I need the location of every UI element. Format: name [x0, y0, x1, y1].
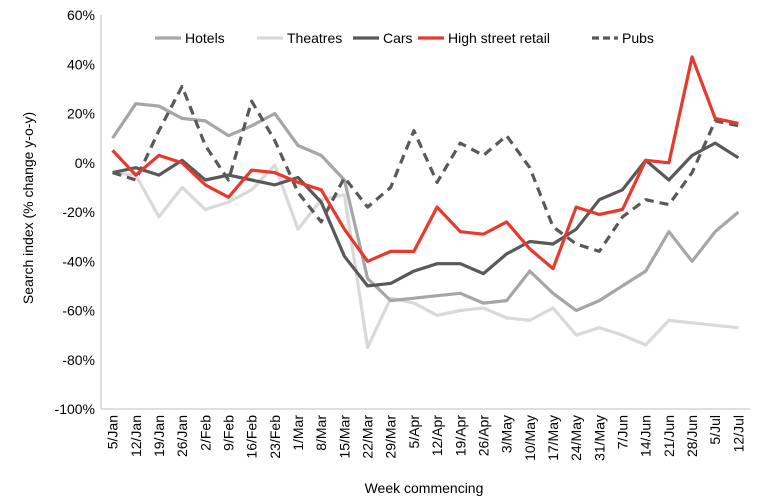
series-line-pubs — [112, 84, 739, 253]
y-tick-label: -60% — [62, 303, 95, 319]
y-tick-label: 40% — [67, 56, 95, 72]
series-line-hotels — [111, 102, 740, 313]
legend-label-theatres: Theatres — [287, 30, 342, 46]
y-tick-label: 20% — [67, 106, 95, 122]
y-tick-label: -80% — [62, 352, 95, 368]
x-tick-label: 5/Apr — [406, 415, 422, 449]
series-line-theatres — [112, 163, 739, 349]
legend-label-high-street-retail: High street retail — [448, 30, 550, 46]
x-tick-label: 15/Mar — [336, 415, 352, 459]
x-tick-label: 24/May — [568, 415, 584, 461]
legend-label-pubs: Pubs — [622, 30, 654, 46]
x-tick-label: 12/Apr — [429, 415, 445, 457]
x-tick-label: 19/Apr — [452, 415, 468, 457]
y-axis-label: Search index (% change y-o-y) — [20, 112, 36, 304]
x-tick-label: 10/May — [522, 415, 538, 461]
x-tick-label: 12/Jul — [730, 415, 746, 452]
series-line-high-street-retail — [111, 55, 739, 271]
x-tick-label: 26/Jan — [174, 415, 190, 457]
x-tick-label: 29/Mar — [383, 415, 399, 459]
x-tick-label: 5/Jan — [105, 415, 121, 449]
legend: Hotels Theatres Cars High street retail Pubs — [155, 30, 654, 46]
y-tick-label: -20% — [62, 204, 95, 220]
legend-label-cars: Cars — [383, 30, 413, 46]
x-tick-label: 2/Feb — [197, 415, 213, 451]
x-tick-label: 23/Feb — [267, 415, 283, 459]
y-tick-label: -100% — [55, 401, 95, 417]
x-tick-label: 16/Feb — [244, 415, 260, 459]
x-tick-label: 5/Jul — [707, 415, 723, 445]
x-tick-label: 22/Mar — [360, 415, 376, 459]
x-tick-label: 7/Jun — [615, 415, 631, 449]
series-line-cars — [112, 141, 740, 288]
y-tick-label: 60% — [67, 7, 95, 23]
x-axis: 5/Jan 12/Jan 19/Jan 26/Jan 2/Feb 9/Feb 16/Feb 2… — [101, 408, 750, 461]
x-axis-label: Week commencing — [365, 480, 484, 496]
x-tick-label: 12/Jan — [128, 415, 144, 457]
x-tick-label: 17/May — [545, 415, 561, 461]
legend-label-hotels: Hotels — [185, 30, 225, 46]
y-tick-label: -40% — [62, 253, 95, 269]
x-tick-label: 28/Jun — [684, 415, 700, 457]
x-tick-label: 1/Mar — [290, 415, 306, 451]
x-tick-label: 19/Jan — [151, 415, 167, 457]
x-tick-label: 14/Jun — [638, 415, 654, 457]
x-tick-label: 8/Mar — [313, 415, 329, 451]
x-tick-label: 9/Feb — [220, 415, 236, 451]
y-tick-label: 0% — [75, 155, 95, 171]
x-tick-label: 26/Apr — [475, 415, 491, 457]
series-layer — [111, 55, 740, 349]
x-tick-label: 31/May — [591, 415, 607, 461]
y-axis: 60% 40% 20% 0% -20% -40% -60% -80% -100% — [55, 7, 102, 417]
x-tick-label: 21/Jun — [661, 415, 677, 457]
x-tick-label: 3/May — [499, 415, 515, 453]
